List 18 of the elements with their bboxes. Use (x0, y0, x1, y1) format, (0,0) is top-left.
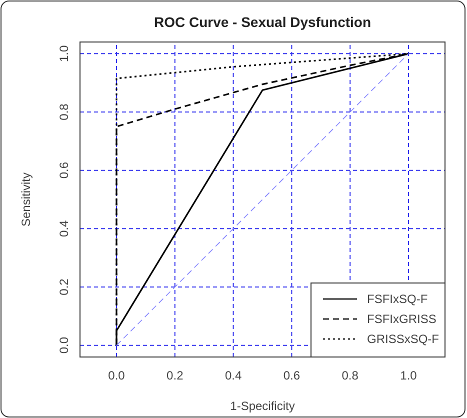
y-axis-title: Sensitivity (19, 172, 33, 227)
y-tick-label: 0.4 (57, 220, 72, 238)
x-tick-label: 1.0 (400, 368, 418, 383)
y-tick-label: 0.2 (57, 278, 72, 296)
x-tick-label: 0.8 (342, 368, 359, 383)
x-tick-label: 0.6 (283, 368, 300, 383)
x-tick-label: 0.0 (108, 368, 126, 383)
y-tick-label: 0.6 (57, 162, 72, 179)
chart-title: ROC Curve - Sexual Dysfunction (154, 14, 372, 30)
y-tick-label: 0.8 (57, 103, 72, 120)
y-tick-label: 1.0 (57, 45, 72, 62)
legend-label: GRISSxSQ-F (367, 332, 440, 346)
x-tick-label: 0.2 (166, 368, 184, 383)
legend-label: FSFIxSQ-F (367, 292, 428, 306)
legend-label: FSFIxGRISS (367, 312, 436, 326)
x-tick-label: 0.4 (224, 368, 242, 383)
x-axis-title: 1-Specificity (230, 399, 295, 413)
y-tick-label: 0.0 (57, 336, 72, 354)
